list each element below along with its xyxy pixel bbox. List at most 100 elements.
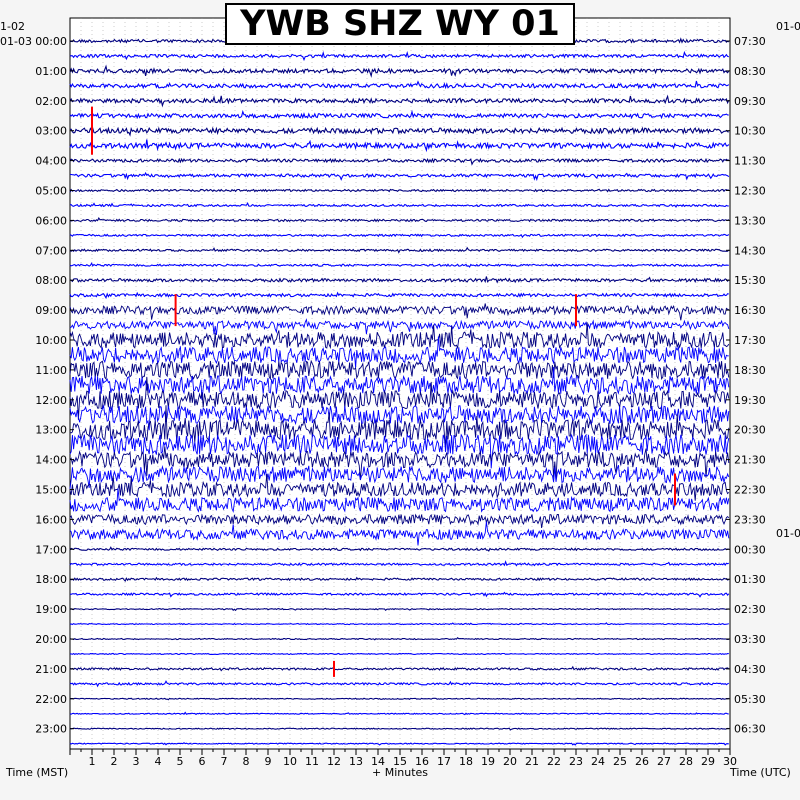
left-date-top: 1-02 [0,20,25,33]
right-hour-label: 04:30 [734,663,766,676]
x-tick-label: 24 [591,755,605,768]
x-tick-label: 12 [327,755,341,768]
right-hour-label: 00:30 [734,543,766,556]
left-hour-label: 19:00 [35,603,67,616]
seismic-trace [70,652,729,656]
x-tick-label: 16 [415,755,429,768]
seismic-trace [69,607,729,612]
right-hour-label: 10:30 [734,125,766,138]
seismic-trace [69,233,730,239]
x-tick-label: 7 [221,755,228,768]
left-hour-label: 05:00 [35,185,67,198]
x-tick-label: 26 [635,755,649,768]
seismic-trace [69,303,729,321]
seismic-trace [69,64,730,78]
left-hour-label: 08:00 [35,274,67,287]
x-tick-label: 15 [393,755,407,768]
right-hour-label: 11:30 [734,155,766,168]
x-tick-label: 18 [459,755,473,768]
seismic-trace [69,157,729,166]
x-tick-label: 14 [371,755,385,768]
y-labels: 00:00 01:00 02:00 03:00 04:00 05:00 06:00 07:00… [0,20,800,736]
right-hour-label: 22:30 [734,484,766,497]
left-hour-label: 00:00 [35,35,67,48]
chart-title: YWB SHZ WY 01 [225,3,575,45]
x-tick-label: 11 [305,755,319,768]
x-tick-label: 27 [657,755,671,768]
left-axis-title: Time (MST) [6,766,69,779]
right-hour-label: 13:30 [734,214,766,227]
left-hour-label: 18:00 [35,573,67,586]
right-hour-label: 01:30 [734,573,766,586]
x-tick-label: 22 [547,755,561,768]
right-hour-label: 06:30 [734,723,766,736]
seismic-trace [69,680,730,688]
trace-layer [69,37,730,746]
seismic-trace [69,246,730,254]
right-hour-label: 07:30 [734,35,766,48]
x-tick-label: 10 [283,755,297,768]
seismic-trace [69,366,730,401]
x-tick-label: 5 [177,755,184,768]
left-hour-label: 07:00 [35,244,67,257]
seismic-trace [69,591,730,598]
right-axis-title: Time (UTC) [730,766,791,779]
x-ticks: 1 2 3 4 5 6 7 8 9 10 11 12 13 14 15 16 17 18 19 20 21 22 23 24 2… [69,749,737,768]
x-tick-label: 1 [89,755,96,768]
right-hour-label: 05:30 [734,693,766,706]
left-hour-label: 15:00 [35,484,67,497]
x-tick-label: 17 [437,755,451,768]
seismic-trace [69,405,730,448]
x-tick-label: 3 [133,755,140,768]
x-tick-label: 29 [701,755,715,768]
x-tick-label: 25 [613,755,627,768]
right-hour-label: 02:30 [734,603,766,616]
left-hour-label: 11:00 [35,364,67,377]
right-hour-label: 14:30 [734,244,766,257]
left-date-label: 01-03 [0,35,32,48]
x-tick-label: 21 [525,755,539,768]
left-hour-label: 21:00 [35,663,67,676]
seismic-trace [69,513,730,528]
seismic-trace [69,80,730,90]
x-tick-label: 30 [723,755,737,768]
seismic-trace [69,262,729,268]
seismic-trace [69,560,729,567]
seismic-trace [69,576,730,582]
right-hour-label: 23:30 [734,513,766,526]
seismic-trace [69,94,730,108]
right-hour-label: 21:30 [734,454,766,467]
seismic-trace [70,201,729,209]
seismic-trace [69,276,730,284]
seismic-trace [69,217,730,223]
seismic-trace [69,318,730,335]
seismic-trace [69,697,729,701]
seismic-trace [69,188,729,193]
seismic-trace [69,433,730,469]
x-tick-label: 6 [199,755,206,768]
right-hour-label: 19:30 [734,394,766,407]
seismic-trace [69,376,730,420]
left-hour-label: 01:00 [35,65,67,78]
seismic-trace [69,359,730,381]
seismic-trace [69,474,730,501]
left-hour-label: 04:00 [35,155,67,168]
right-hour-label: 18:30 [734,364,766,377]
right-hour-label: 17:30 [734,334,766,347]
left-hour-label: 12:00 [35,394,67,407]
right-date-top: 01-0 [776,20,800,33]
left-hour-label: 17:00 [35,543,67,556]
seismic-trace [69,336,729,368]
x-tick-label: 4 [155,755,162,768]
x-tick-label: 9 [265,755,272,768]
left-hour-label: 22:00 [35,693,67,706]
x-tick-label: 13 [349,755,363,768]
left-hour-label: 03:00 [35,125,67,138]
x-tick-label: 2 [111,755,118,768]
seismic-trace [69,126,729,137]
right-hour-label: 20:30 [734,424,766,437]
seismic-trace [69,109,729,120]
seismic-trace [69,322,730,350]
right-hour-label: 08:30 [734,65,766,78]
